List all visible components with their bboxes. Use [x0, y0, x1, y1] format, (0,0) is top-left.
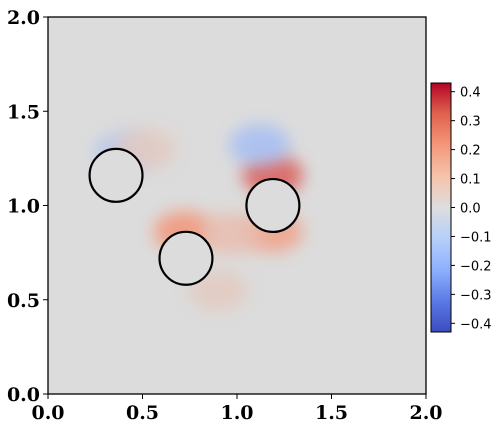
- circle-interior-0: [89, 148, 143, 202]
- x-axis-ticks: 0.0 0.5 1.0 1.5 2.0: [31, 394, 443, 424]
- y-tick-label: 0.0: [7, 384, 40, 406]
- y-tick-label: 2.0: [7, 7, 40, 29]
- plot-area: [47, 16, 427, 395]
- x-tick-label: 0.5: [126, 402, 159, 424]
- x-tick-label: 1.0: [220, 402, 253, 424]
- colorbar-gradient: [431, 83, 451, 332]
- colorbar-tick-label: −0.2: [460, 259, 492, 274]
- colorbar: 0.4 0.3 0.2 0.1 0.0 −0.1 −0.2 −0.3 −0.4: [430, 82, 492, 333]
- colorbar-tick-label: 0.4: [460, 86, 481, 101]
- x-tick-label: 1.5: [315, 402, 348, 424]
- y-tick-label: 1.5: [7, 101, 40, 123]
- y-tick-label: 0.5: [7, 290, 40, 312]
- colorbar-tick-label: −0.3: [460, 288, 492, 303]
- x-tick-label: 0.0: [31, 402, 64, 424]
- x-tick-label: 2.0: [409, 402, 442, 424]
- colorbar-tick-label: −0.4: [460, 317, 492, 332]
- colorbar-tick-label: 0.0: [460, 202, 481, 217]
- y-tick-label: 1.0: [7, 196, 40, 218]
- obstacle-circles: [88, 147, 301, 286]
- circle-outline-1: [158, 230, 214, 286]
- field-feature-2: [229, 124, 290, 166]
- circle-outline-2: [245, 177, 301, 234]
- field-feature-6: [201, 212, 262, 255]
- circle-interior-1: [159, 231, 213, 285]
- colorbar-tick-label: −0.1: [460, 230, 492, 245]
- circle-interior-2: [246, 179, 300, 232]
- field-background: [48, 17, 426, 394]
- colorbar-tick-label: 0.3: [460, 115, 481, 130]
- colorbar-tick-label: 0.1: [460, 173, 481, 188]
- circle-outline-0: [88, 147, 144, 203]
- colorbar-tick-label: 0.2: [460, 144, 481, 159]
- y-axis-ticks: 0.0 0.5 1.0 1.5 2.0: [7, 7, 48, 406]
- colorbar-ticks: 0.4 0.3 0.2 0.1 0.0 −0.1 −0.2 −0.3 −0.4: [451, 86, 492, 332]
